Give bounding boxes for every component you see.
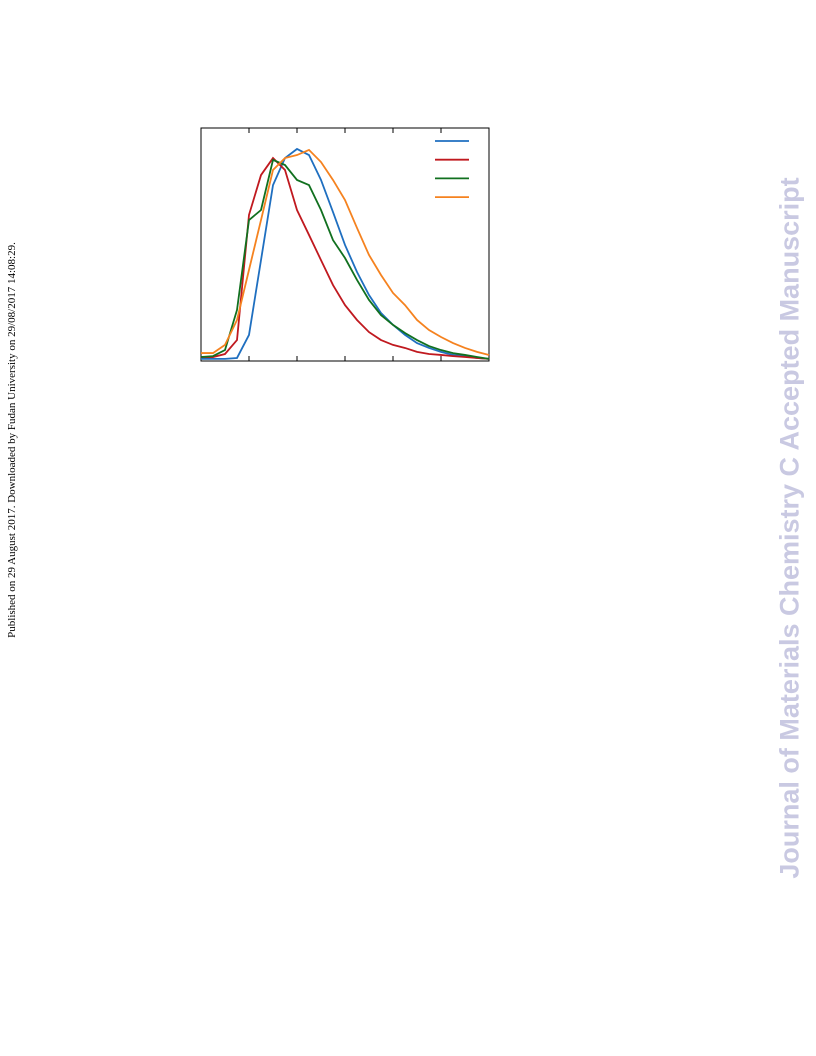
series-line (201, 147, 490, 360)
series-line (201, 148, 490, 356)
series-line (201, 156, 490, 360)
series-line (200, 158, 490, 360)
